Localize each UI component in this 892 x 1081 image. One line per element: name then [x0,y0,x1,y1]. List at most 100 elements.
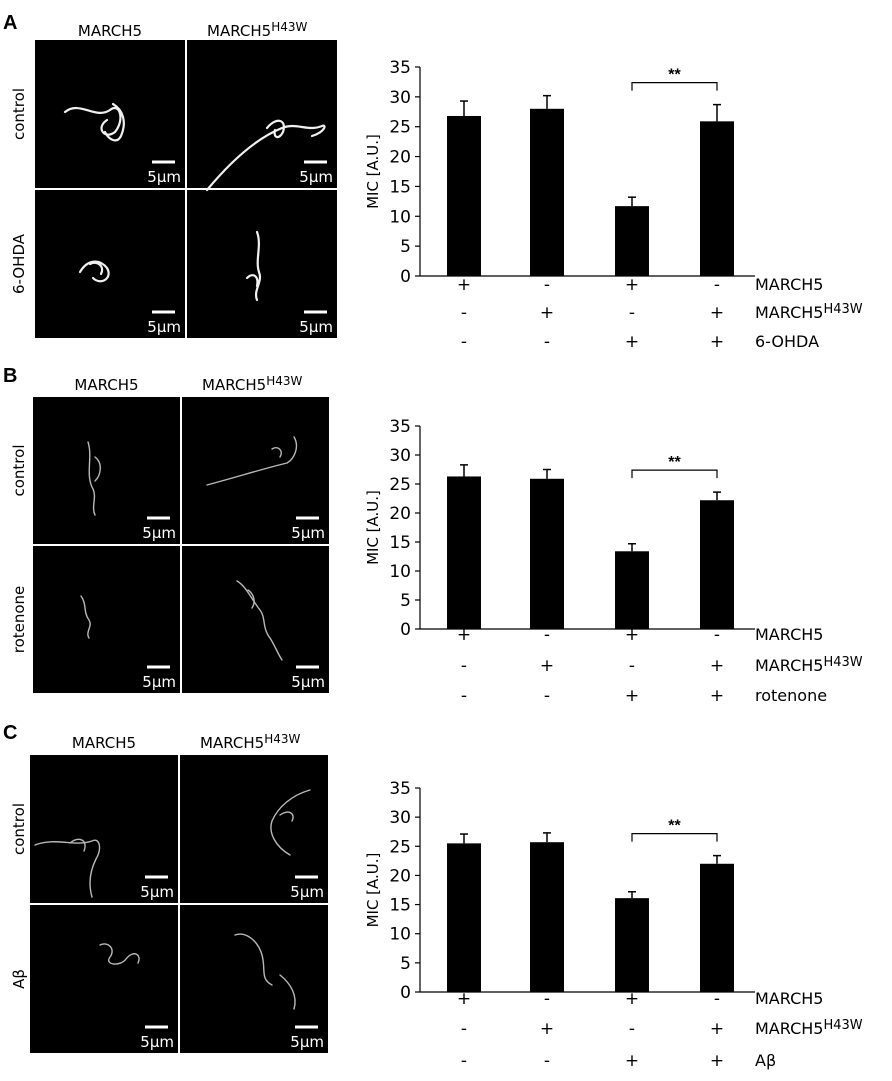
condition-label-march5: MARCH5 [755,989,823,1008]
micrograph-tile: 5µm [270,789,324,901]
condition-sign: - [544,275,550,295]
condition-sign: - [461,686,467,706]
micrograph-tile: 5µm [87,441,176,542]
condition-sign: + [625,1051,639,1071]
superscript-h43w: H43W [264,732,300,746]
mitochondria-signal [69,838,86,852]
superscript-h43w: H43W [823,302,862,317]
scale-bar-label: 5µm [142,673,176,691]
y-tick-label: 30 [389,446,411,466]
y-tick-label: 25 [389,475,411,495]
scale-bar-label: 5µm [142,524,176,542]
mitochondria-signal [63,106,122,136]
condition-sign: + [710,1019,724,1039]
significance-marker: ** [668,454,681,471]
bar [447,115,481,276]
condition-sign: + [540,656,554,676]
mitochondria-signal [279,811,294,822]
y-tick-label: 25 [389,837,411,857]
condition-sign: + [625,989,639,1009]
condition-sign: - [461,656,467,676]
mitochondria-signal [271,447,282,458]
micrograph-tile: 5µm [234,933,324,1051]
micrograph-tile: 5µm [236,580,325,691]
condition-label-march5: MARCH5 [755,275,823,294]
mitochondria-signal [247,589,255,609]
scale-bar-label: 5µm [291,673,325,691]
condition-sign: - [544,332,550,352]
bar [447,843,481,992]
column-label-march5: MARCH5 [72,734,136,752]
micrograph-tile: 5µm [63,102,181,186]
mitochondria-signal [206,436,298,486]
condition-sign: + [710,686,724,706]
condition-sign: + [710,1051,724,1071]
row-label-control: control [10,88,28,140]
condition-sign: + [710,332,724,352]
condition-sign: - [461,332,467,352]
superscript-h43w: H43W [271,20,307,34]
condition-sign: - [461,1019,467,1039]
condition-sign: + [710,656,724,676]
mitochondria-signal [245,274,259,288]
y-tick-label: 20 [389,148,411,168]
y-tick-label: 20 [389,866,411,886]
column-label-march5: MARCH5 [74,376,138,394]
condition-sign: - [629,656,635,676]
condition-label-treatment: Aβ [755,1051,776,1070]
y-axis-label: MIC [A.U.] [364,134,382,209]
y-tick-label: 10 [389,207,411,227]
column-label-march5-h43w: MARCH5H43W [207,20,307,40]
y-tick-label: 10 [389,562,411,582]
condition-sign: - [629,1019,635,1039]
scale-bar-label: 5µm [290,1033,324,1051]
y-tick-label: 5 [400,954,411,974]
scale-bar-label: 5µm [291,524,325,542]
mitochondria-signal [87,441,96,516]
y-tick-label: 15 [389,177,411,197]
y-tick-label: 30 [389,88,411,108]
bar [700,121,734,276]
column-label-march5: MARCH5 [78,22,142,40]
mitochondria-signal [78,260,110,283]
column-label-march5-h43w: MARCH5H43W [202,374,302,394]
bar [530,842,564,992]
mitochondria-signal [94,456,101,482]
bar [700,500,734,629]
bar [615,551,649,629]
row-label-treatment: Aβ [10,969,28,989]
condition-label-treatment: 6-OHDA [755,332,819,351]
mitochondria-signal [80,595,91,639]
y-tick-label: 15 [389,896,411,916]
y-tick-label: 35 [389,779,411,799]
y-axis-label: MIC [A.U.] [364,853,382,928]
mitochondria-signal [255,230,261,302]
mitochondria-signal [279,974,296,1010]
condition-sign: - [714,625,720,645]
condition-label-march5-h43w: MARCH5H43W [755,1018,863,1038]
micrograph-tile: 5µm [78,260,181,336]
superscript-h43w: H43W [823,1018,862,1033]
condition-sign: + [625,625,639,645]
superscript-h43w: H43W [266,374,302,388]
scale-bar-label: 5µm [140,883,174,901]
bar [615,206,649,276]
bar [700,863,734,992]
bar-chart: 0 5 10 15 20 25 30 35 MIC [A.U.] ** + - + - - + - + - - + + MA… [364,58,863,352]
mitochondria-signal [236,580,283,661]
y-tick-label: 30 [389,808,411,828]
mitochondria-signal [34,839,101,898]
y-axis-label: MIC [A.U.] [364,490,382,565]
y-tick-label: 20 [389,504,411,524]
mitochondria-signal [99,943,140,965]
scale-bar-label: 5µm [299,168,333,186]
condition-sign: + [625,275,639,295]
micrograph-tile: 5µm [205,119,333,192]
scale-bar-label: 5µm [140,1033,174,1051]
scale-bar-label: 5µm [147,318,181,336]
row-label-control: control [10,445,28,497]
y-tick-label: 25 [389,118,411,138]
mitochondria-signal [270,789,311,856]
